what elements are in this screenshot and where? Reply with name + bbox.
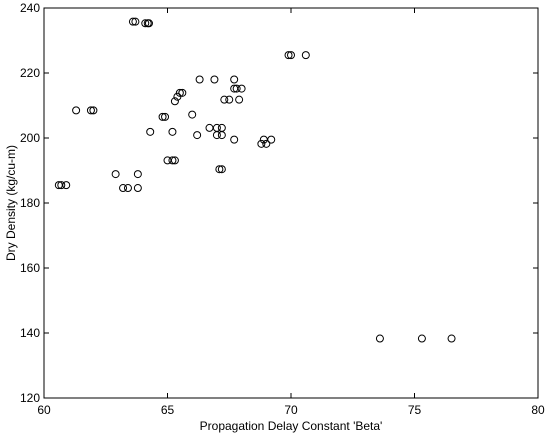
data-point [168, 156, 177, 165]
data-point [375, 334, 384, 343]
data-point [123, 184, 132, 193]
data-point [188, 110, 197, 119]
data-point [57, 181, 66, 190]
data-point [170, 97, 179, 106]
data-point [119, 184, 128, 193]
y-tick-label: 200 [20, 131, 40, 145]
data-point [235, 95, 244, 104]
y-tick-label: 240 [20, 1, 40, 15]
data-point [133, 184, 142, 193]
y-tick-label: 180 [20, 196, 40, 210]
data-point [62, 181, 71, 190]
data-point [178, 88, 187, 97]
data-point [170, 156, 179, 165]
data-point [230, 75, 239, 84]
y-tick-label: 140 [20, 326, 40, 340]
data-point [146, 127, 155, 136]
data-point [215, 165, 224, 174]
y-tick-label: 160 [20, 261, 40, 275]
data-point [217, 165, 226, 174]
data-point [195, 75, 204, 84]
data-point [257, 139, 266, 148]
data-point [144, 19, 153, 28]
x-tick-label: 70 [284, 403, 298, 417]
data-point [193, 131, 202, 140]
data-point [128, 17, 137, 26]
y-tick-label: 220 [20, 66, 40, 80]
plot-area [43, 7, 539, 399]
data-point [232, 84, 241, 93]
data-point [267, 135, 276, 144]
data-point [173, 92, 182, 101]
x-axis-label: Propagation Delay Constant 'Beta' [200, 419, 383, 433]
data-point [89, 106, 98, 115]
data-point [168, 127, 177, 136]
data-point [212, 131, 221, 140]
data-point [217, 131, 226, 140]
data-point [131, 17, 140, 26]
data-point [225, 95, 234, 104]
y-axis-label: Dry Density (kg/cu-m) [4, 145, 18, 261]
data-point [141, 19, 150, 28]
data-point [158, 112, 167, 121]
y-tick-label: 120 [20, 391, 40, 405]
x-tick-label: 75 [408, 403, 422, 417]
data-point [111, 170, 120, 179]
data-point [447, 334, 456, 343]
data-point [262, 139, 271, 148]
data-point [210, 75, 219, 84]
axis-ticks: 60 65 70 75 80 120 140 160 180 200 220 240 [20, 1, 545, 417]
data-point [161, 112, 170, 121]
data-point [284, 51, 293, 60]
data-point [417, 334, 426, 343]
data-points [54, 17, 456, 343]
data-point [237, 84, 246, 93]
x-tick-label: 65 [161, 403, 175, 417]
data-point [287, 51, 295, 60]
data-point [230, 135, 239, 144]
data-point [175, 88, 184, 97]
data-point [86, 106, 95, 115]
x-tick-label: 80 [531, 403, 545, 417]
data-point [133, 170, 142, 179]
data-point [301, 51, 310, 60]
data-point [72, 106, 81, 115]
data-point [220, 95, 229, 104]
x-tick-label: 60 [37, 403, 51, 417]
